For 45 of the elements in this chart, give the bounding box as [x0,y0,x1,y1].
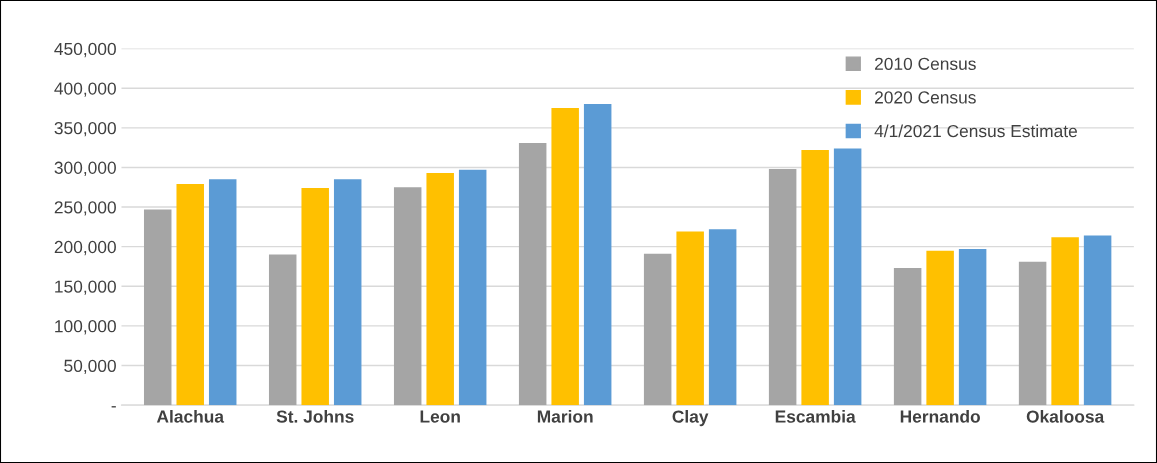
y-tick-label: 450,000 [54,42,116,58]
legend-label: 4/1/2021 Census Estimate [874,124,1077,138]
x-tick-label: Marion [537,409,593,423]
x-tick-label: Hernando [900,409,980,423]
legend-label: 2020 Census [875,91,976,104]
bar [551,108,579,406]
y-tick-label: 150,000 [55,280,116,295]
y-tick-label: 200,000 [54,240,116,256]
x-tick-label: Okaloosa [1026,409,1105,423]
bar [301,188,329,406]
bar [268,254,297,406]
y-tick-label: 350,000 [54,122,116,137]
bar [958,249,987,406]
x-tick-label: Clay [672,409,709,427]
bar [393,187,422,406]
legend-label: 2010 Census [875,57,976,70]
bar [333,179,362,406]
bar [833,148,862,406]
bar [458,169,487,406]
y-tick-label: 400,000 [54,82,116,97]
bar [643,253,672,406]
bar [1018,261,1047,406]
y-tick-label: 300,000 [54,161,116,176]
bar [143,209,172,406]
y-tick-label: - [111,406,116,408]
x-tick-label: Escambia [775,409,856,423]
bar [518,142,547,406]
bar [768,169,797,406]
bar [1051,237,1079,406]
bar [1083,235,1112,406]
bar [926,250,954,406]
bar [708,229,737,406]
y-tick-label: 50,000 [64,359,116,375]
bar [426,173,454,406]
y-tick-label: 250,000 [54,201,116,216]
x-tick-label: St. Johns [276,409,354,423]
bar [208,179,237,406]
bar [893,268,922,406]
x-tick-label: Leon [420,410,460,423]
bar [583,104,612,406]
y-tick-label: 100,000 [55,320,116,335]
bar [801,150,829,406]
bar [176,184,204,406]
x-tick-label: Alachua [156,409,225,423]
bar [676,231,704,406]
